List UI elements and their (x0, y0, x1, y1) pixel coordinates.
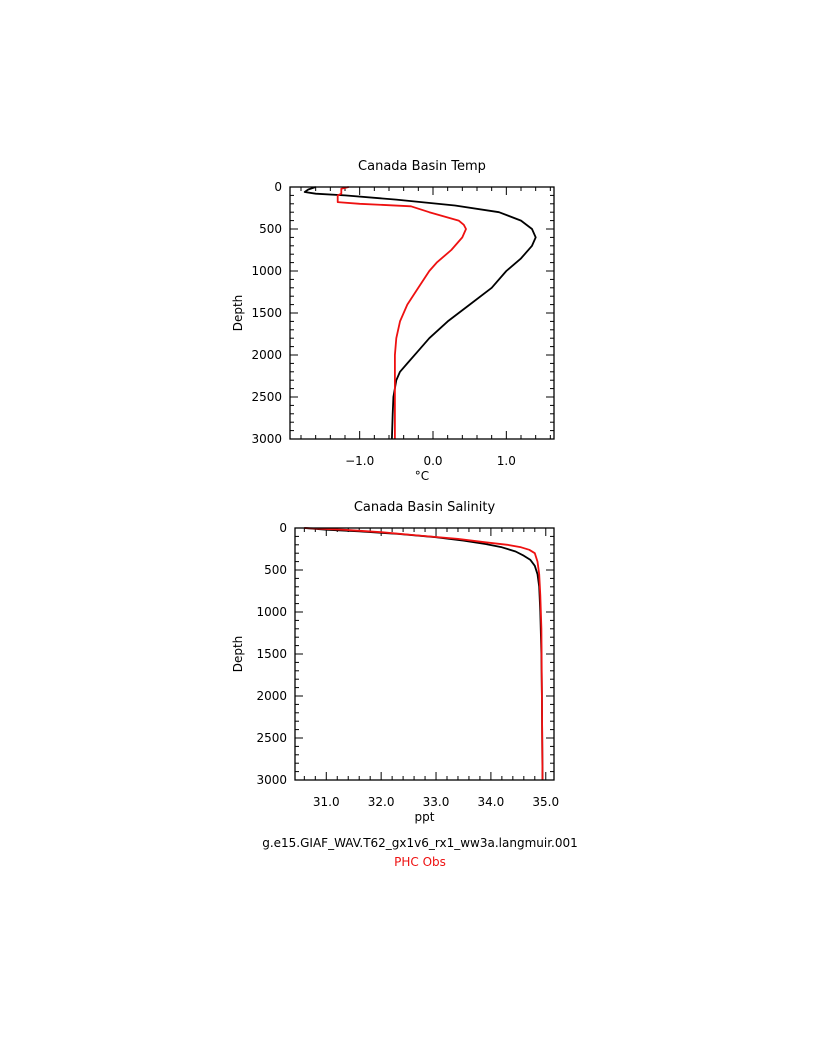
model-legend-label: g.e15.GIAF_WAV.T62_gx1v6_rx1_ww3a.langmu… (262, 836, 578, 850)
x-tick-label: 32.0 (368, 795, 395, 809)
y-tick-label: 0 (279, 521, 287, 535)
x-tick-label: 33.0 (423, 795, 450, 809)
chart-title: Canada Basin Temp (358, 159, 486, 174)
y-tick-label: 1500 (251, 306, 282, 320)
y-tick-label: 2000 (256, 689, 287, 703)
x-axis-label: ppt (415, 810, 435, 824)
plot-frame (294, 527, 555, 781)
y-tick-label: 1500 (256, 647, 287, 661)
y-tick-label: 2500 (256, 731, 287, 745)
y-tick-label: 1000 (256, 605, 287, 619)
temperature-panel: Canada Basin Temp −1.0 0.0 1.0 0 500 1000 1500 2… (231, 159, 555, 483)
x-axis-label: °C (415, 469, 429, 483)
x-tick-label: −1.0 (345, 454, 374, 468)
x-tick-label: 0.0 (423, 454, 442, 468)
x-tick-label: 35.0 (532, 795, 559, 809)
y-axis-label: Depth (231, 295, 245, 332)
y-tick-label: 2500 (251, 390, 282, 404)
obs-series-line (304, 527, 544, 781)
chart-title: Canada Basin Salinity (354, 500, 496, 515)
y-tick-label: 500 (264, 563, 287, 577)
x-tick-label: 1.0 (497, 454, 516, 468)
y-axis-label: Depth (231, 636, 245, 673)
y-tick-label: 2000 (251, 348, 282, 362)
obs-series-line (336, 186, 467, 439)
y-tick-label: 3000 (251, 432, 282, 446)
model-series-line (303, 186, 537, 440)
obs-legend-label: PHC Obs (394, 855, 446, 869)
salinity-panel: Canada Basin Salinity 31.0 32.0 33.0 34.0 35.… (231, 500, 559, 824)
y-tick-label: 3000 (256, 773, 287, 787)
y-tick-label: 0 (274, 180, 282, 194)
y-tick-label: 1000 (251, 264, 282, 278)
x-tick-label: 31.0 (313, 795, 340, 809)
plot-frame (289, 186, 555, 440)
y-tick-label: 500 (259, 222, 282, 236)
x-tick-label: 34.0 (478, 795, 505, 809)
